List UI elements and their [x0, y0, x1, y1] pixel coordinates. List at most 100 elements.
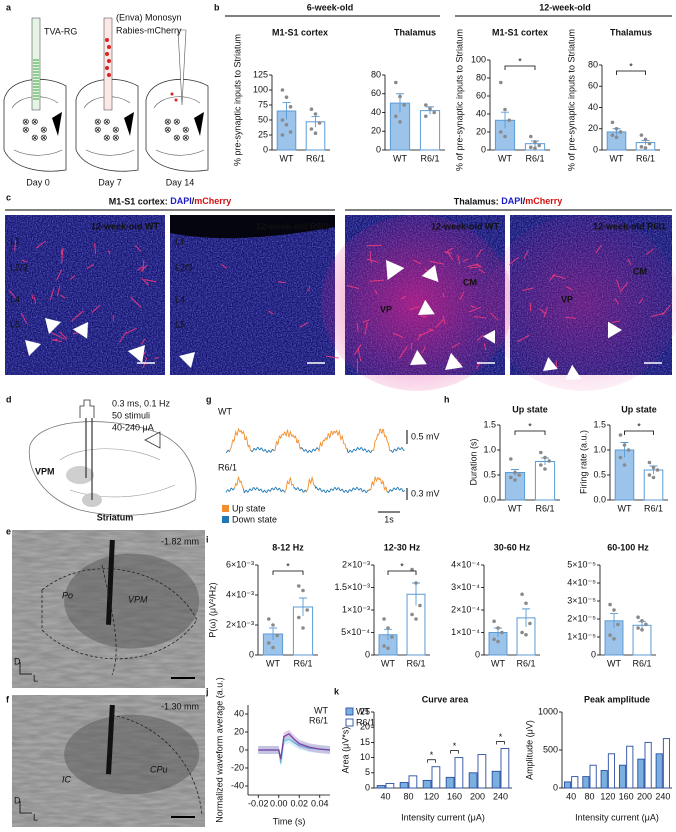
labelled-cell: [476, 334, 485, 341]
bar: [454, 757, 464, 789]
day-label: Day 7: [98, 177, 122, 187]
chart-title: 30-60 Hz: [494, 542, 531, 552]
data-point: [496, 639, 500, 644]
y-tick-label: 1.0: [593, 444, 606, 454]
bar: [626, 745, 634, 789]
trace-segment: [317, 429, 348, 452]
brain-inner: [153, 96, 205, 156]
region-label: VP: [561, 294, 573, 304]
axis-letter: D: [14, 656, 21, 666]
y-tick-label: 3×10⁻⁵: [567, 595, 596, 605]
bar: [408, 775, 418, 789]
y-tick-label: 0.0: [483, 494, 496, 504]
ventricle: [194, 112, 204, 136]
labelled-cell: [353, 344, 362, 356]
labelled-cell: [35, 240, 46, 249]
y-tick-label: -40: [231, 780, 244, 790]
data-point: [622, 463, 627, 467]
day-label: Day 0: [26, 177, 50, 187]
tissue-edge: [170, 215, 335, 239]
y-tick-label: 0: [263, 144, 268, 154]
data-point: [647, 473, 652, 477]
labelled-cell: [364, 322, 368, 335]
striatum-mark: ⊗: [164, 116, 172, 126]
line: [258, 732, 331, 760]
pipette-fill: [107, 45, 111, 49]
bar: [571, 776, 579, 789]
bar: [618, 764, 627, 789]
level-label: -1.82 mm: [161, 536, 199, 546]
labelled-cell: [277, 281, 286, 284]
data-point: [418, 603, 422, 608]
axis-letter: L: [33, 812, 38, 822]
x-tick-label: 0.00: [270, 798, 288, 808]
labelled-cell: [462, 258, 468, 262]
labelled-cell: [522, 287, 534, 292]
y-tick-label: 3×10⁻⁴: [451, 582, 480, 592]
striatum-mark: ⊗: [40, 132, 48, 142]
panel-letter: e: [6, 526, 11, 536]
labelled-cell: [137, 266, 144, 271]
striatum-mark: ⊗: [112, 132, 120, 142]
x-tick-label: -0.02: [248, 798, 269, 808]
labelled-cell: [362, 319, 370, 323]
labelled-cell: [93, 243, 97, 255]
arrowhead: [410, 349, 427, 365]
pipette: [177, 29, 187, 106]
stain: DAPI: [170, 196, 192, 206]
labelled-cell: [552, 274, 566, 279]
legend-swatch: [345, 707, 354, 716]
data-point: [386, 626, 390, 630]
x-axis-label: Intensity current (μA): [575, 812, 659, 822]
data-point: [275, 633, 280, 638]
trace-segment: [233, 476, 244, 489]
y-tick-label: 40: [476, 108, 486, 118]
ventricle: [124, 112, 134, 136]
panel-letter: k: [334, 686, 340, 696]
data-point: [398, 120, 402, 124]
y-tick-label: 100: [253, 84, 268, 94]
labelled-cell: [627, 258, 632, 266]
trace-segment: [225, 449, 230, 453]
labelled-cell: [142, 259, 145, 273]
y-tick-label: 125: [253, 69, 268, 79]
y-tick-label: 2×10⁻⁵: [567, 613, 596, 623]
pulse: [79, 399, 95, 418]
x-tick-label: 40: [380, 791, 390, 801]
trace-segment: [284, 477, 295, 493]
pipette-fill: [105, 52, 109, 56]
arrowhead: [418, 299, 435, 315]
significance: *: [286, 561, 290, 571]
pipette-fill: [105, 66, 109, 70]
labelled-cell: [645, 248, 654, 255]
x-tick-label: 120: [600, 791, 615, 801]
data-point: [394, 114, 398, 119]
labelled-cell: [401, 295, 406, 300]
labelled-cell: [447, 251, 454, 261]
striatum-mark: ⊗: [182, 132, 190, 142]
bar: [500, 748, 510, 789]
labelled-cell: [140, 264, 149, 272]
significance: *: [637, 421, 641, 431]
labelled-cell: [268, 310, 274, 315]
data-point: [313, 112, 318, 116]
labelled-cell: [14, 240, 17, 252]
significance: *: [499, 732, 503, 742]
error-bar: [269, 627, 277, 640]
trace-segment: [243, 486, 286, 494]
labelled-cell: [221, 263, 228, 269]
data-point: [513, 470, 517, 475]
y-axis-label: % of pre-synaptic inputs to Striatum: [566, 29, 576, 171]
labelled-cell: [611, 320, 621, 323]
significance: *: [518, 56, 522, 66]
labelled-cell: [61, 247, 64, 264]
data-point: [618, 455, 623, 460]
y-tick-label: 60: [371, 88, 381, 98]
y-tick-label: 0: [249, 649, 254, 659]
data-point: [414, 617, 418, 621]
arrowhead: [25, 340, 41, 356]
y-tick-label: 1.5×10⁻³: [334, 582, 370, 592]
labelled-cell: [56, 269, 62, 281]
labelled-cell: [60, 294, 66, 299]
ventricle: [52, 112, 62, 136]
